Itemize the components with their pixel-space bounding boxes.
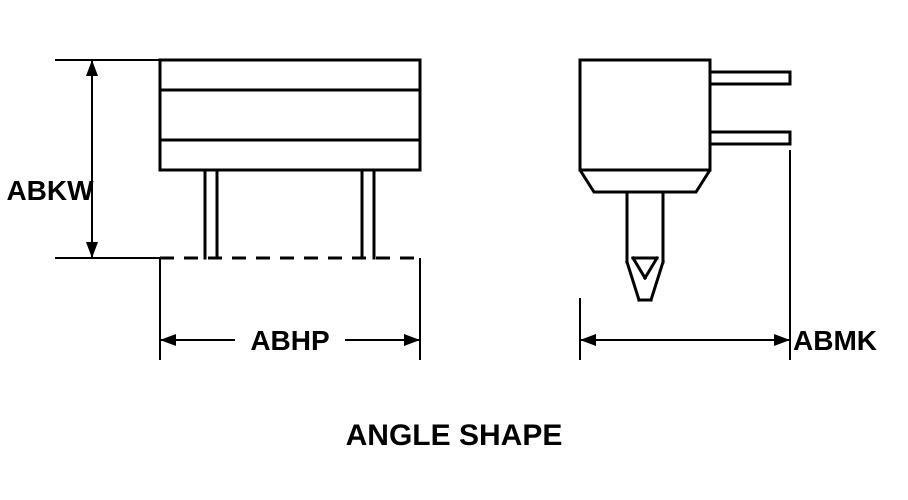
diagram-canvas: ABKW ABHP ABMK ANGLE SHAPE [0,0,908,500]
dim-label-abkw: ABKW [6,175,94,206]
diagram-title: ANGLE SHAPE [346,419,563,452]
dim-label-abmk: ABMK [793,325,877,356]
front-view [160,60,420,170]
dim-label-abhp: ABHP [250,325,329,356]
side-view-body [580,60,710,192]
